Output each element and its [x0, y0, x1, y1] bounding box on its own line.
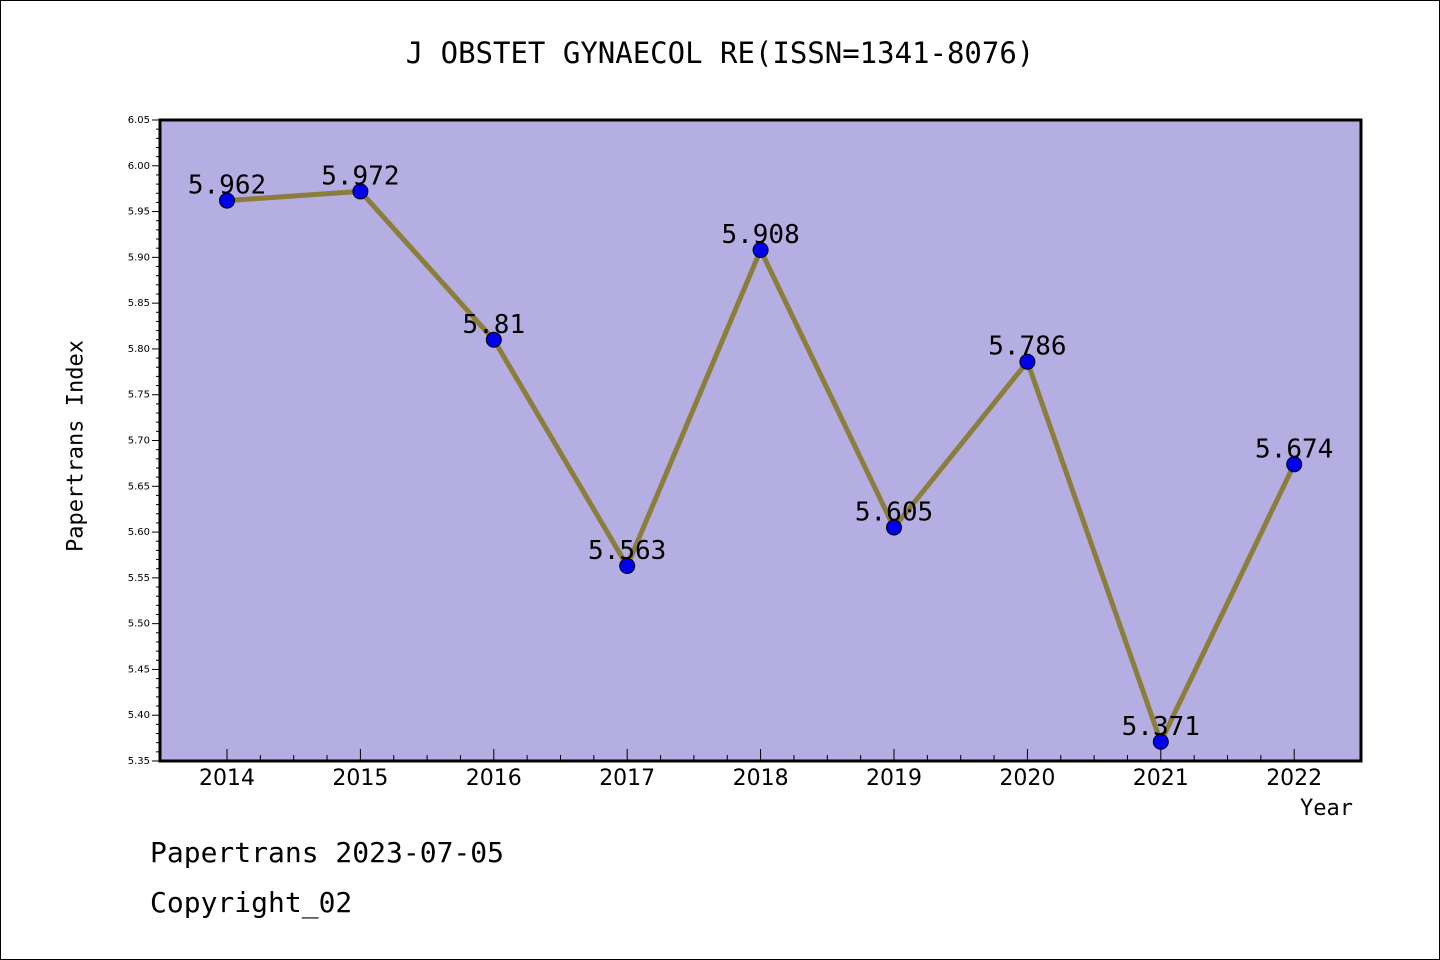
y-tick-label: 5.75: [128, 390, 150, 401]
x-tick-label: 2015: [332, 766, 388, 791]
y-tick-label: 5.35: [128, 756, 150, 767]
x-tick-label: 2014: [199, 766, 255, 791]
x-tick-label: 2017: [599, 766, 655, 791]
data-point: [1152, 733, 1169, 750]
y-tick-label: 5.85: [128, 298, 150, 309]
data-label: 5.972: [321, 161, 399, 191]
plot-area: [158, 118, 1363, 763]
data-point: [352, 183, 369, 200]
data-label: 5.371: [1122, 712, 1200, 742]
data-point: [886, 519, 902, 536]
data-label: 5.786: [988, 332, 1066, 362]
x-axis: 2014 2015 2016 2017 2018 2019 2020 2021 2022: [199, 749, 1322, 791]
x-tick-label: 2016: [466, 766, 522, 791]
x-tick-label: 2019: [866, 766, 922, 791]
data-point: [1019, 353, 1036, 370]
x-tick-label: 2020: [999, 766, 1055, 791]
footer-date: Papertrans 2023-07-05: [150, 836, 505, 869]
y-tick-label: 5.55: [128, 573, 150, 584]
data-point: [752, 242, 769, 259]
y-tick-label: 5.45: [128, 664, 150, 675]
y-tick-label: 6.00: [128, 161, 150, 172]
footer-copyright: Copyright_02: [150, 886, 353, 919]
data-label: 5.674: [1255, 434, 1333, 464]
y-axis: 5.35 5.40 5.45 5.50 5.55 5.60 5.65 5.70 5.75 5.80…: [128, 115, 160, 767]
y-tick-label: 5.80: [128, 344, 150, 355]
data-label: 5.81: [462, 310, 525, 340]
y-axis-label: Papertrans Index: [63, 340, 89, 552]
x-tick-label: 2021: [1133, 766, 1189, 791]
chart-title: J OBSTET GYNAECOL RE(ISSN=1341-8076): [405, 36, 1035, 70]
y-tick-label: 5.50: [128, 619, 150, 630]
y-tick-label: 5.95: [128, 207, 150, 218]
y-tick-label: 5.70: [128, 436, 150, 447]
data-markers: [219, 183, 1303, 750]
data-label: 5.962: [188, 171, 266, 201]
y-tick-label: 6.05: [128, 115, 150, 126]
data-point: [219, 192, 235, 209]
data-label: 5.605: [855, 497, 933, 527]
x-tick-label: 2022: [1266, 766, 1322, 791]
y-tick-label: 5.90: [128, 252, 150, 263]
data-label: 5.563: [588, 536, 666, 566]
x-tick-label: 2018: [733, 766, 789, 791]
data-point: [1286, 456, 1303, 473]
data-point: [485, 331, 502, 348]
y-tick-label: 5.60: [128, 527, 150, 538]
y-tick-label: 5.40: [128, 710, 150, 721]
data-labels: 5.962 5.972 5.81 5.563 5.908 5.605 5.786 5.371 5…: [188, 161, 1333, 741]
data-point: [619, 557, 636, 574]
y-tick-label: 5.65: [128, 481, 150, 492]
x-axis-label: Year: [1300, 796, 1353, 821]
data-label: 5.908: [721, 220, 799, 250]
